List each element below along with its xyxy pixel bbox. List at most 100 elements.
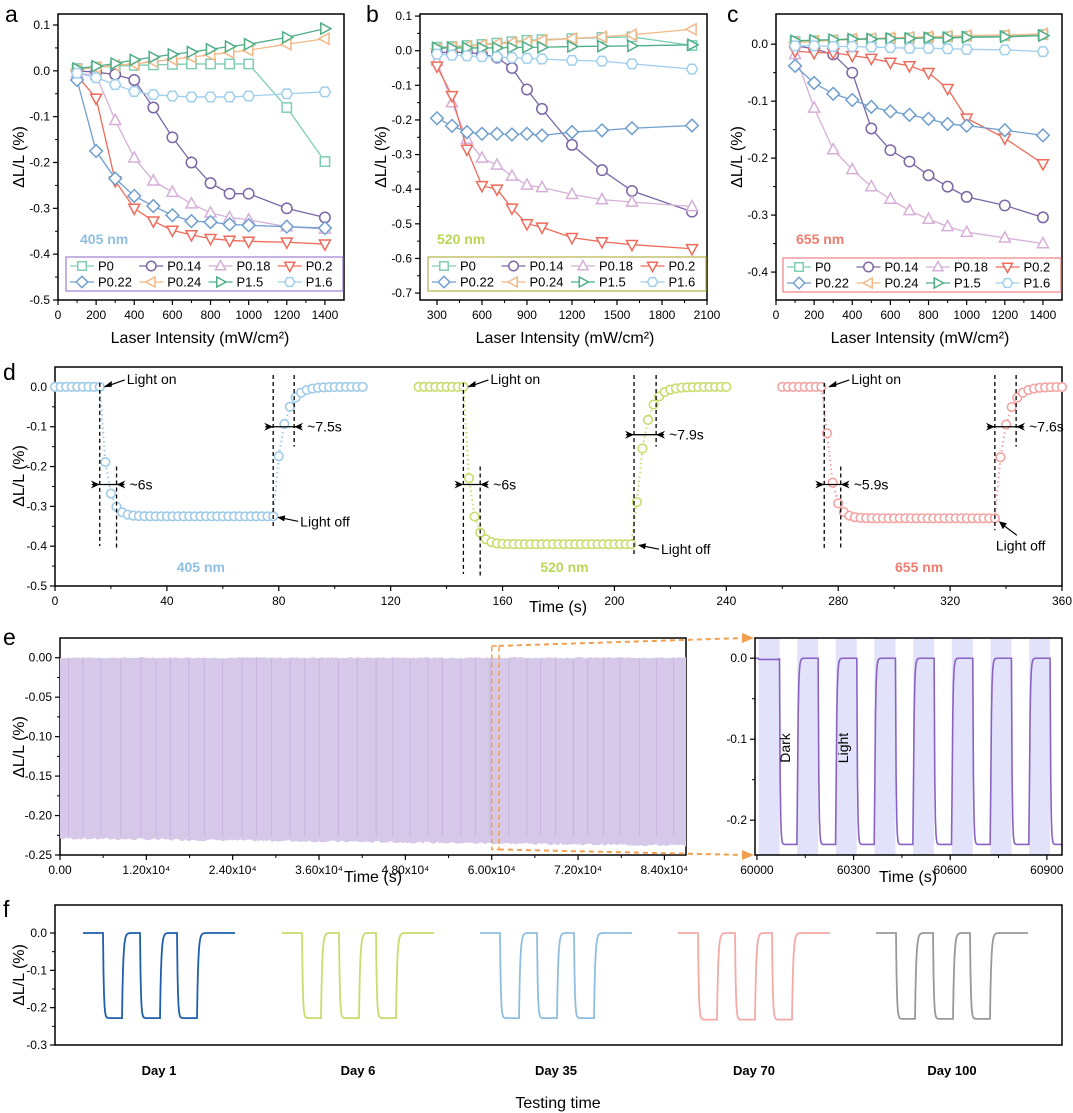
y-tick-label: -0.10: [25, 730, 53, 744]
x-tick-label: 0: [773, 308, 780, 322]
y-tick-label: 0.00: [29, 651, 53, 665]
data-point: [825, 86, 841, 102]
legend-label: P0.24: [885, 276, 919, 291]
x-axis-title: Laser Intensity (mW/cm²): [111, 330, 290, 347]
legend-item: P0: [787, 260, 831, 275]
data-point: [826, 40, 840, 52]
y-tick-label: -0.2: [747, 151, 768, 165]
legend-marker: [861, 276, 873, 290]
legend-marker: [75, 275, 89, 289]
data-point: [863, 99, 879, 115]
data-point: [70, 67, 84, 79]
x-tick-label: 1400: [312, 308, 339, 322]
x-axis-title: Time (s): [344, 869, 402, 886]
x-axis-title: Laser Intensity (mW/cm²): [476, 330, 655, 347]
x-tick-label: 60900: [1030, 863, 1064, 877]
data-point: [459, 124, 475, 140]
light-off-label: Light off: [996, 537, 1046, 553]
series-P1.5: [432, 38, 700, 55]
data-point: [280, 88, 294, 100]
data-point: [535, 53, 549, 65]
data-point: [319, 156, 331, 168]
legend-label: P1.5: [954, 276, 981, 291]
legend-marker: [283, 261, 297, 274]
data-point: [902, 60, 917, 74]
series-P0.18: [788, 46, 1050, 249]
data-point: [317, 31, 330, 46]
signal-line: [83, 932, 235, 1020]
data-point: [826, 141, 840, 155]
legend-item: P0.14: [501, 259, 563, 274]
data-point: [625, 194, 639, 207]
panel-c: -0.4 -0.3 -0.2 -0.1 0.0 0 200 400 600 800 1000 1200…: [729, 13, 1063, 347]
x-tick-label: 60300: [837, 863, 871, 877]
data-point: [318, 86, 332, 98]
data-point: [520, 52, 534, 64]
legend: P0 P0.14 P0.18 P0.2 P0.22 P0.24 P1.5 P1.6: [65, 256, 344, 292]
legend-item: P0: [70, 259, 114, 274]
time-span-label: ~5.9s: [854, 476, 889, 492]
data-point: [885, 31, 899, 46]
zoom-region-box: [490, 645, 500, 851]
data-point: [941, 43, 954, 55]
y-tick-label: -0.7: [391, 286, 412, 300]
data-point: [565, 232, 579, 246]
data-point: [429, 110, 445, 126]
y-axis-title: ΔL/L (%): [11, 445, 28, 507]
legend-marker: [646, 261, 659, 274]
x-tick-label: 1500: [604, 308, 631, 322]
data-point: [89, 93, 103, 106]
plot-frame: [57, 13, 345, 301]
legend-label: P0.14: [885, 260, 919, 275]
legend-label: P0.22: [815, 276, 849, 291]
data-point: [642, 414, 654, 425]
data-point: [165, 184, 180, 198]
panel-label-e: e: [3, 624, 16, 650]
time-span-label: ~7.5s: [307, 419, 342, 435]
data-point: [883, 57, 898, 71]
arrowhead: [116, 480, 126, 489]
light-band: [835, 638, 857, 855]
y-tick-label: 0.0: [33, 64, 50, 78]
x-tick-label: 800: [201, 308, 221, 322]
data-point: [147, 101, 160, 114]
time-span-label: ~7.6s: [1029, 419, 1064, 435]
data-point: [959, 118, 975, 134]
legend-label: P0.24: [530, 275, 564, 290]
data-point: [922, 169, 935, 182]
time-span-label: ~7.9s: [669, 427, 704, 443]
series-P0.2: [70, 70, 332, 252]
data-point: [883, 104, 898, 119]
data-point: [505, 168, 519, 181]
series-line: [436, 51, 693, 213]
y-tick-label: -0.1: [26, 963, 47, 977]
x-tick-label: 300: [427, 308, 447, 322]
trace-655nm: ~5.9s ~7.6s Light on Light off 655 nm: [777, 371, 1068, 575]
data-point: [520, 218, 534, 232]
wavelength-label: 405 nm: [80, 231, 128, 247]
data-point: [100, 456, 111, 468]
data-point: [537, 40, 550, 54]
x-tick-label: 1200: [991, 308, 1018, 322]
legend: P0 P0.14 P0.18 P0.2 P0.22 P0.24 P1.5 P1.6: [427, 256, 707, 292]
data-point: [105, 488, 117, 499]
data-point: [960, 43, 974, 55]
data-point: [165, 207, 180, 223]
data-point: [522, 40, 535, 54]
legend-label: P1.6: [1024, 276, 1051, 291]
data-point: [684, 118, 700, 133]
wavelength-label: 520 nm: [437, 231, 485, 247]
arrowhead: [840, 480, 850, 489]
data-point: [490, 51, 504, 63]
data-point: [902, 107, 917, 123]
data-point: [475, 180, 489, 194]
data-point: [685, 198, 699, 212]
y-axis-title: ΔL/L (%): [373, 126, 390, 188]
legend-item: P0.22: [787, 276, 849, 291]
arrowhead: [467, 380, 476, 387]
oscillation-envelope: [60, 656, 686, 847]
plot-frame: [54, 904, 1063, 1046]
y-tick-label: -0.1: [726, 732, 747, 746]
data-point: [242, 187, 255, 200]
arrowhead: [985, 422, 995, 431]
